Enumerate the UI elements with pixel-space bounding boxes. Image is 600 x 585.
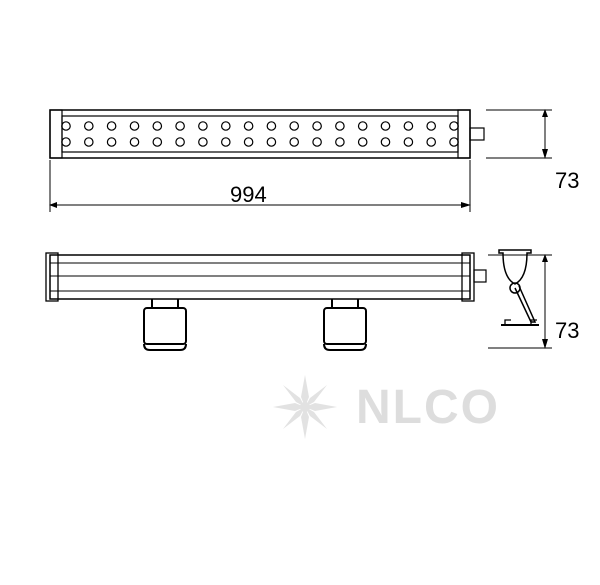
top-height-dimension-label: 73 [555, 168, 579, 194]
width-dimension-label: 994 [230, 182, 267, 208]
top-view [50, 110, 484, 158]
top-height-dimension [486, 110, 552, 158]
side-view [46, 253, 486, 350]
brand-watermark: NLCO [270, 372, 500, 442]
drawing-stage: 994 73 73 NLCO [0, 0, 600, 580]
end-profile-view [499, 250, 539, 325]
technical-drawing-svg [0, 0, 600, 580]
side-height-dimension [488, 255, 552, 348]
star-icon [270, 372, 340, 442]
watermark-text: NLCO [356, 380, 500, 435]
side-height-dimension-label: 73 [555, 318, 579, 344]
